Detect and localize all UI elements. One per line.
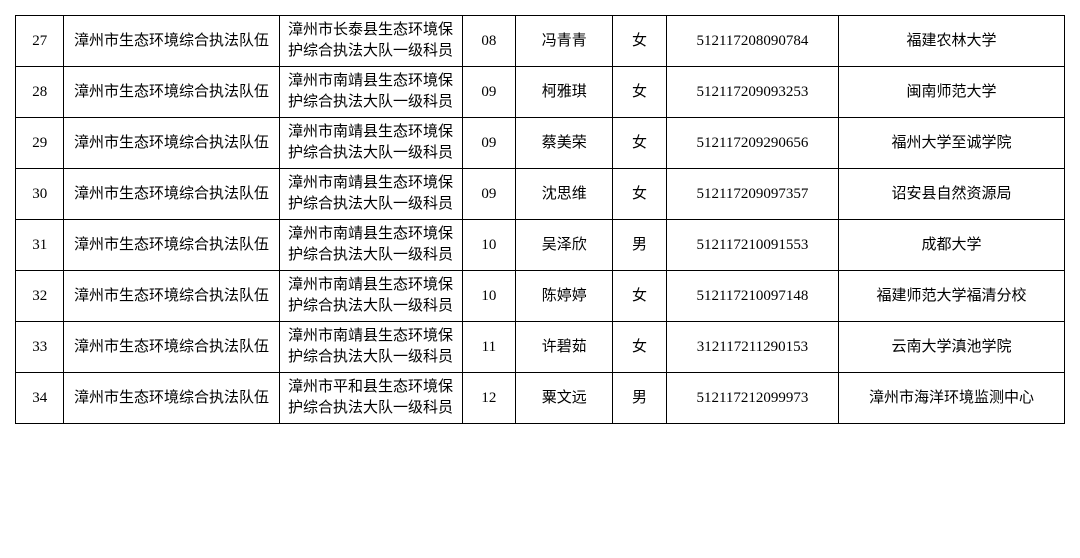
table-row: 28漳州市生态环境综合执法队伍漳州市南靖县生态环境保护综合执法大队一级科员09柯… — [16, 67, 1065, 118]
cell-gender: 女 — [613, 67, 667, 118]
cell-code: 09 — [462, 118, 516, 169]
cell-unit: 漳州市生态环境综合执法队伍 — [64, 67, 279, 118]
cell-idx: 33 — [16, 322, 64, 373]
cell-school: 福州大学至诚学院 — [839, 118, 1065, 169]
cell-pos: 漳州市南靖县生态环境保护综合执法大队一级科员 — [279, 118, 462, 169]
roster-table: 27漳州市生态环境综合执法队伍漳州市长泰县生态环境保护综合执法大队一级科员08冯… — [15, 15, 1065, 424]
cell-name: 冯青青 — [516, 16, 613, 67]
cell-pos: 漳州市南靖县生态环境保护综合执法大队一级科员 — [279, 271, 462, 322]
cell-unit: 漳州市生态环境综合执法队伍 — [64, 16, 279, 67]
cell-gender: 女 — [613, 16, 667, 67]
cell-pos: 漳州市南靖县生态环境保护综合执法大队一级科员 — [279, 169, 462, 220]
table-row: 34漳州市生态环境综合执法队伍漳州市平和县生态环境保护综合执法大队一级科员12粟… — [16, 373, 1065, 424]
cell-code: 10 — [462, 220, 516, 271]
cell-pos: 漳州市南靖县生态环境保护综合执法大队一级科员 — [279, 322, 462, 373]
cell-unit: 漳州市生态环境综合执法队伍 — [64, 271, 279, 322]
cell-code: 12 — [462, 373, 516, 424]
cell-unit: 漳州市生态环境综合执法队伍 — [64, 322, 279, 373]
cell-pos: 漳州市南靖县生态环境保护综合执法大队一级科员 — [279, 220, 462, 271]
cell-unit: 漳州市生态环境综合执法队伍 — [64, 169, 279, 220]
cell-num: 512117212099973 — [666, 373, 838, 424]
cell-gender: 女 — [613, 118, 667, 169]
cell-pos: 漳州市长泰县生态环境保护综合执法大队一级科员 — [279, 16, 462, 67]
cell-idx: 29 — [16, 118, 64, 169]
cell-num: 512117209093253 — [666, 67, 838, 118]
cell-code: 09 — [462, 67, 516, 118]
cell-num: 512117210091553 — [666, 220, 838, 271]
table-row: 29漳州市生态环境综合执法队伍漳州市南靖县生态环境保护综合执法大队一级科员09蔡… — [16, 118, 1065, 169]
cell-school: 成都大学 — [839, 220, 1065, 271]
cell-num: 312117211290153 — [666, 322, 838, 373]
table-row: 30漳州市生态环境综合执法队伍漳州市南靖县生态环境保护综合执法大队一级科员09沈… — [16, 169, 1065, 220]
table-row: 31漳州市生态环境综合执法队伍漳州市南靖县生态环境保护综合执法大队一级科员10吴… — [16, 220, 1065, 271]
cell-name: 吴泽欣 — [516, 220, 613, 271]
cell-code: 09 — [462, 169, 516, 220]
cell-idx: 30 — [16, 169, 64, 220]
cell-school: 闽南师范大学 — [839, 67, 1065, 118]
cell-code: 11 — [462, 322, 516, 373]
cell-school: 云南大学滇池学院 — [839, 322, 1065, 373]
cell-unit: 漳州市生态环境综合执法队伍 — [64, 373, 279, 424]
table-row: 33漳州市生态环境综合执法队伍漳州市南靖县生态环境保护综合执法大队一级科员11许… — [16, 322, 1065, 373]
cell-name: 粟文远 — [516, 373, 613, 424]
cell-school: 诏安县自然资源局 — [839, 169, 1065, 220]
cell-idx: 34 — [16, 373, 64, 424]
cell-gender: 女 — [613, 271, 667, 322]
cell-pos: 漳州市平和县生态环境保护综合执法大队一级科员 — [279, 373, 462, 424]
cell-idx: 31 — [16, 220, 64, 271]
cell-num: 512117210097148 — [666, 271, 838, 322]
cell-unit: 漳州市生态环境综合执法队伍 — [64, 118, 279, 169]
cell-school: 福建农林大学 — [839, 16, 1065, 67]
cell-name: 沈思维 — [516, 169, 613, 220]
cell-gender: 女 — [613, 169, 667, 220]
cell-name: 柯雅琪 — [516, 67, 613, 118]
cell-unit: 漳州市生态环境综合执法队伍 — [64, 220, 279, 271]
cell-num: 512117209290656 — [666, 118, 838, 169]
cell-pos: 漳州市南靖县生态环境保护综合执法大队一级科员 — [279, 67, 462, 118]
cell-gender: 女 — [613, 322, 667, 373]
cell-school: 漳州市海洋环境监测中心 — [839, 373, 1065, 424]
table-row: 32漳州市生态环境综合执法队伍漳州市南靖县生态环境保护综合执法大队一级科员10陈… — [16, 271, 1065, 322]
cell-name: 陈婷婷 — [516, 271, 613, 322]
cell-num: 512117208090784 — [666, 16, 838, 67]
cell-idx: 28 — [16, 67, 64, 118]
cell-num: 512117209097357 — [666, 169, 838, 220]
cell-code: 10 — [462, 271, 516, 322]
cell-school: 福建师范大学福清分校 — [839, 271, 1065, 322]
cell-code: 08 — [462, 16, 516, 67]
cell-name: 蔡美荣 — [516, 118, 613, 169]
cell-idx: 27 — [16, 16, 64, 67]
cell-gender: 男 — [613, 220, 667, 271]
table-row: 27漳州市生态环境综合执法队伍漳州市长泰县生态环境保护综合执法大队一级科员08冯… — [16, 16, 1065, 67]
cell-name: 许碧茹 — [516, 322, 613, 373]
cell-idx: 32 — [16, 271, 64, 322]
cell-gender: 男 — [613, 373, 667, 424]
